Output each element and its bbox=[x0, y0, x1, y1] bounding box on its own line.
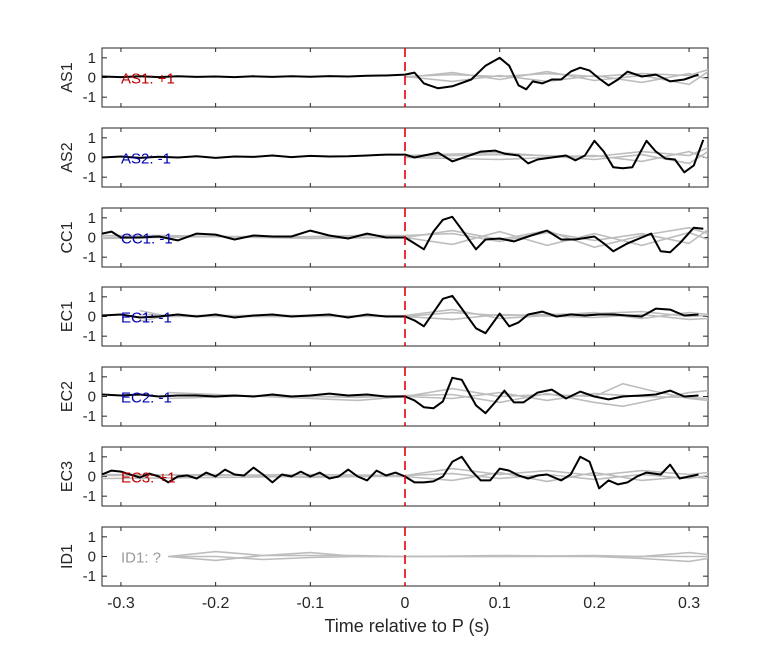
background-trace-2 bbox=[404, 72, 708, 84]
signal-trace bbox=[102, 376, 699, 415]
signal-trace bbox=[102, 455, 699, 490]
y-tick-label: 0 bbox=[88, 309, 96, 326]
plot-area bbox=[102, 56, 708, 91]
background-trace-3 bbox=[404, 150, 708, 165]
y-tick-label: 1 bbox=[88, 529, 96, 546]
y-tick-label: 1 bbox=[88, 289, 96, 306]
polarity-annotation: EC3: +1 bbox=[121, 470, 176, 487]
y-tick-label: -1 bbox=[83, 488, 96, 505]
background-trace-3 bbox=[404, 70, 708, 86]
y-axis-label: AS2 bbox=[59, 142, 76, 172]
polarity-annotation: AS1: +1 bbox=[121, 71, 175, 88]
background-trace-1 bbox=[404, 146, 708, 158]
x-tick-label: 0 bbox=[401, 595, 410, 612]
panel-cc1: -1 0 1 CC1 CC1: -1 bbox=[59, 207, 709, 268]
signal-trace bbox=[102, 139, 705, 174]
y-tick-label: 1 bbox=[88, 449, 96, 466]
signal-trace bbox=[102, 56, 699, 91]
y-tick-label: 0 bbox=[88, 549, 96, 566]
y-tick-label: 1 bbox=[88, 130, 96, 147]
y-tick-label: -1 bbox=[83, 169, 96, 186]
y-axis-label: EC1 bbox=[59, 301, 76, 332]
plot-area bbox=[102, 455, 708, 490]
plot-area bbox=[102, 215, 708, 254]
y-tick-label: 1 bbox=[88, 50, 96, 67]
panel-ec1: -1 0 1 EC1 EC1: -1 bbox=[59, 286, 709, 347]
y-tick-label: -1 bbox=[83, 249, 96, 266]
background-trace-1 bbox=[168, 382, 708, 402]
polarity-annotation: EC1: -1 bbox=[121, 310, 172, 327]
signal-trace bbox=[102, 294, 699, 335]
panel-as1: -1 0 1 AS1 AS1: +1 bbox=[59, 47, 709, 108]
y-tick-label: 1 bbox=[88, 210, 96, 227]
x-tick-label: -0.3 bbox=[107, 595, 135, 612]
signal-trace bbox=[102, 215, 704, 254]
y-tick-label: 0 bbox=[88, 230, 96, 247]
polarity-annotation: ID1: ? bbox=[121, 550, 161, 567]
background-trace-3 bbox=[168, 391, 708, 402]
x-tick-label: -0.2 bbox=[202, 595, 230, 612]
x-tick-label: 0.2 bbox=[583, 595, 605, 612]
background-trace-3 bbox=[139, 308, 708, 320]
x-axis-label: Time relative to P (s) bbox=[324, 616, 489, 636]
panel-ec3: -1 0 1 EC3 EC3: +1 bbox=[59, 446, 709, 507]
background-trace-1 bbox=[102, 467, 708, 477]
plot-area bbox=[102, 139, 708, 174]
y-axis-label: AS1 bbox=[59, 62, 76, 92]
y-tick-label: 0 bbox=[88, 389, 96, 406]
polarity-annotation: CC1: -1 bbox=[121, 231, 173, 248]
y-tick-label: -1 bbox=[83, 568, 96, 585]
y-axis-label: EC2 bbox=[59, 381, 76, 412]
polarity-annotation: AS2: -1 bbox=[121, 151, 171, 168]
background-trace-2 bbox=[404, 150, 708, 163]
plot-area bbox=[102, 294, 708, 335]
x-tick-label: 0.1 bbox=[489, 595, 511, 612]
y-tick-label: -1 bbox=[83, 328, 96, 345]
panel-as2: -1 0 1 AS2 AS2: -1 bbox=[59, 127, 709, 188]
panel-ec2: -1 0 1 EC2 EC2: -1 bbox=[59, 366, 709, 427]
panel-stack: -1 0 1 AS1 AS1: +1 -1 0 1 AS2 AS2: -1 -1 0 1 CC1 CC1: … bbox=[59, 47, 709, 587]
y-tick-label: 0 bbox=[88, 469, 96, 486]
polarity-annotation: EC2: -1 bbox=[121, 390, 172, 407]
panel-id1: -1 0 1 ID1 ID1: ? bbox=[59, 526, 709, 587]
y-tick-label: 0 bbox=[88, 150, 96, 167]
y-tick-label: 0 bbox=[88, 70, 96, 87]
y-axis-label: CC1 bbox=[59, 221, 76, 253]
x-tick-label: 0.3 bbox=[678, 595, 700, 612]
y-tick-label: 1 bbox=[88, 369, 96, 386]
y-tick-label: -1 bbox=[83, 408, 96, 425]
y-tick-label: -1 bbox=[83, 89, 96, 106]
plot-area bbox=[102, 376, 708, 415]
x-axis: -0.3 -0.2 -0.1 0 0.1 0.2 0.3 bbox=[107, 595, 700, 612]
x-tick-label: -0.1 bbox=[297, 595, 325, 612]
y-axis-label: EC3 bbox=[59, 461, 76, 492]
y-axis-label: ID1 bbox=[59, 544, 76, 569]
